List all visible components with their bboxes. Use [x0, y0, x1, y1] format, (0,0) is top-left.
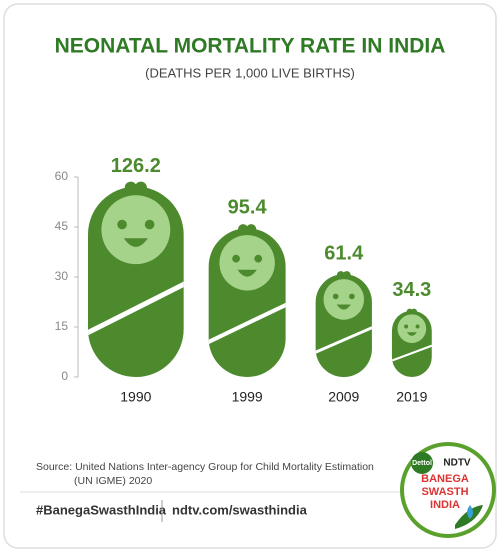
chart-subtitle: (DEATHS PER 1,000 LIVE BIRTHS) — [145, 65, 355, 80]
baby — [88, 181, 184, 377]
baby-tuft — [124, 181, 137, 194]
y-tick-label: 0 — [61, 369, 68, 383]
baby-mouth — [336, 304, 351, 310]
logo-brand: Dettol — [412, 460, 432, 467]
logo-text: SWASTH — [421, 486, 468, 498]
baby-mouth — [237, 269, 257, 277]
logo-channel: NDTV — [443, 458, 471, 469]
logo-badge — [411, 452, 433, 474]
y-tick-label: 60 — [55, 169, 69, 183]
logo-text: BANEGA — [421, 473, 469, 485]
x-tick-label: 1990 — [120, 389, 151, 405]
baby-eye — [144, 219, 155, 230]
value-label: 34.3 — [392, 279, 431, 301]
baby-face — [397, 314, 427, 343]
baby-eye — [254, 254, 263, 263]
value-label: 61.4 — [324, 242, 364, 264]
baby-eye — [404, 324, 409, 329]
x-tick-label: 2019 — [396, 389, 427, 405]
y-tick-label: 15 — [55, 319, 69, 333]
baby-face — [219, 235, 275, 291]
hashtag: #BanegaSwasthIndia — [36, 502, 167, 517]
baby-mouth — [406, 332, 417, 336]
baby — [391, 308, 432, 377]
baby-sash — [208, 300, 286, 347]
baby-sash — [391, 342, 432, 364]
baby — [208, 224, 286, 377]
baby-tuft — [134, 181, 147, 194]
baby-mouth — [123, 238, 148, 247]
baby — [315, 271, 372, 377]
x-tick-label: 2009 — [328, 389, 359, 405]
baby-eye — [232, 254, 240, 263]
value-label: 126.2 — [111, 155, 161, 177]
url: ndtv.com/swasthindia — [172, 502, 308, 517]
y-tick-label: 45 — [55, 219, 69, 233]
value-label: 95.4 — [228, 196, 268, 218]
baby-tuft — [246, 224, 257, 235]
baby-eye — [415, 324, 420, 329]
baby-eye — [117, 219, 127, 230]
baby-sash — [88, 279, 184, 338]
logo: Dettol NDTV BANEGA SWASTH INDIA — [400, 442, 496, 538]
baby-tuft — [342, 271, 351, 280]
baby-tuft — [336, 271, 345, 280]
baby-sash — [315, 324, 372, 356]
logo-text: INDIA — [430, 499, 460, 511]
x-tick-label: 1999 — [232, 389, 263, 405]
baby-tuft — [410, 308, 418, 315]
chart-title: NEONATAL MORTALITY RATE IN INDIA — [55, 35, 446, 58]
baby-tuft — [238, 224, 249, 235]
baby-eye — [332, 293, 339, 300]
baby-face — [323, 279, 365, 320]
baby-eye — [349, 293, 355, 300]
y-tick-label: 30 — [55, 269, 69, 283]
baby-face — [101, 195, 171, 265]
logo-drop — [467, 505, 473, 519]
source: Source: United Nations Inter-agency Grou… — [36, 461, 374, 487]
